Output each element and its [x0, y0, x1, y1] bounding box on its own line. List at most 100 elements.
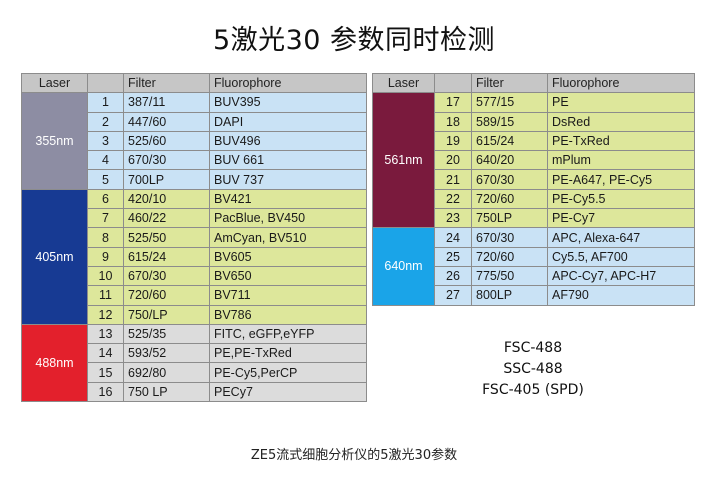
header-index [434, 72, 472, 94]
fluorophore-cell: PE-Cy5,PerCP [209, 362, 367, 383]
channel-number: 5 [87, 169, 124, 190]
channel-number: 24 [434, 227, 472, 248]
fluorophore-cell: DsRed [547, 111, 695, 132]
laser-table-right: Laser Filter Fluorophore 561nm 17 577/15 PE… [372, 72, 695, 306]
header-filter: Filter [123, 72, 210, 94]
table-row: 26 775/50 APC-Cy7, APC-H7 [373, 265, 695, 287]
channel-number: 17 [434, 92, 472, 113]
channel-number: 21 [434, 169, 472, 190]
channel-number: 15 [87, 362, 124, 383]
filter-cell: 525/35 [123, 323, 210, 345]
fluorophore-cell: BV786 [209, 304, 367, 325]
fluorophore-cell: BUV 737 [209, 169, 367, 190]
table-row: 23 750LP PE-Cy7 [373, 208, 695, 229]
laser-label: 561nm [372, 92, 435, 229]
filter-cell: 670/30 [471, 169, 548, 190]
filter-cell: 720/60 [471, 188, 548, 210]
header-index [87, 72, 124, 94]
channel-number: 18 [434, 111, 472, 132]
fluorophore-cell: BV605 [209, 246, 367, 267]
table-row: 561nm 17 577/15 PE [372, 92, 695, 229]
filter-cell: 420/10 [123, 188, 210, 210]
filter-cell: 670/30 [123, 265, 210, 287]
fluorophore-cell: APC-Cy7, APC-H7 [547, 265, 695, 287]
scatter-parameters: FSC-488 SSC-488 FSC-405 (SPD) [458, 338, 608, 401]
fluorophore-cell: PE-TxRed [547, 130, 695, 152]
table-row: 22 720/60 PE-Cy5.5 [373, 188, 695, 210]
filter-cell: 589/15 [471, 111, 548, 132]
header-laser: Laser [21, 72, 88, 94]
channel-number: 19 [434, 130, 472, 152]
channel-number: 12 [87, 304, 124, 325]
channel-number: 20 [434, 150, 472, 171]
fluorophore-cell: AF790 [547, 285, 695, 306]
fluorophore-cell: BV711 [209, 285, 367, 306]
filter-cell: 670/30 [471, 227, 548, 248]
fluorophore-cell: BUV 661 [209, 150, 367, 171]
table-row: 640nm 24 670/30 APC, Alexa-647 [372, 227, 695, 306]
note-line: FSC-405 (SPD) [482, 382, 584, 398]
fluorophore-cell: BV421 [209, 188, 367, 210]
filter-cell: 447/60 [123, 111, 210, 132]
channel-number: 23 [434, 208, 472, 229]
filter-cell: 577/15 [471, 92, 548, 113]
header-filter: Filter [471, 72, 548, 94]
table-row: 5 700LP BUV 737 [22, 169, 367, 190]
channel-number: 9 [87, 246, 124, 267]
fluorophore-cell: APC, Alexa-647 [547, 227, 695, 248]
filter-cell: 775/50 [471, 265, 548, 287]
fluorophore-cell: PE-Cy5.5 [547, 188, 695, 210]
fluorophore-cell: Cy5.5, AF700 [547, 246, 695, 267]
table-row: 405nm 6 420/10 BV421 [21, 188, 367, 325]
channel-number: 3 [87, 130, 124, 152]
filter-cell: 525/60 [123, 130, 210, 152]
channel-number: 14 [87, 343, 124, 364]
filter-cell: 720/60 [123, 285, 210, 306]
table-row: 7 460/22 PacBlue, BV450 [22, 208, 367, 229]
channel-number: 4 [87, 150, 124, 171]
laser-label: 405nm [21, 188, 88, 325]
fluorophore-cell: PE,PE-TxRed [209, 343, 367, 364]
channel-number: 8 [87, 227, 124, 248]
filter-cell: 750LP [471, 208, 548, 229]
laser-label: 355nm [21, 92, 88, 190]
fluorophore-cell: PE [547, 92, 695, 113]
filter-cell: 720/60 [471, 246, 548, 267]
table-row: 27 800LP AF790 [373, 285, 695, 306]
header-fluorophore: Fluorophore [209, 72, 367, 94]
filter-cell: 615/24 [471, 130, 548, 152]
fluorophore-cell: PE-A647, PE-Cy5 [547, 169, 695, 190]
channel-number: 27 [434, 285, 472, 306]
fluorophore-cell: BV650 [209, 265, 367, 287]
fluorophore-cell: PE-Cy7 [547, 208, 695, 229]
channel-number: 25 [434, 246, 472, 267]
filter-cell: 640/20 [471, 150, 548, 171]
fluorophore-cell: PECy7 [209, 381, 367, 403]
filter-cell: 525/50 [123, 227, 210, 248]
filter-cell: 700LP [123, 169, 210, 190]
channel-number: 1 [87, 92, 124, 113]
table-row: 488nm 13 525/35 FITC, eGFP,eYFP [21, 323, 367, 403]
note-line: SSC-488 [503, 361, 563, 377]
table-row: 18 589/15 DsRed [373, 111, 695, 132]
table-header-row: Laser Filter Fluorophore [21, 72, 367, 94]
table-row: 9 615/24 BV605 [22, 246, 367, 267]
caption: ZE5流式细胞分析仪的5激光30参数 [250, 448, 458, 463]
header-fluorophore: Fluorophore [547, 72, 695, 94]
page-title: 5激光30 参数同时检测 [212, 25, 496, 56]
fluorophore-cell: PacBlue, BV450 [209, 208, 367, 229]
filter-cell: 800LP [471, 285, 548, 306]
fluorophore-cell: mPlum [547, 150, 695, 171]
laser-table-left: Laser Filter Fluorophore 355nm 1 387/11 BUV… [21, 72, 367, 403]
fluorophore-cell: BUV496 [209, 130, 367, 152]
channel-number: 6 [87, 188, 124, 210]
table-row: 19 615/24 PE-TxRed [373, 130, 695, 152]
filter-cell: 670/30 [123, 150, 210, 171]
fluorophore-cell: BUV395 [209, 92, 367, 113]
channel-number: 11 [87, 285, 124, 306]
filter-cell: 750/LP [123, 304, 210, 325]
filter-cell: 593/52 [123, 343, 210, 364]
header-laser: Laser [372, 72, 435, 94]
filter-cell: 692/80 [123, 362, 210, 383]
channel-number: 22 [434, 188, 472, 210]
